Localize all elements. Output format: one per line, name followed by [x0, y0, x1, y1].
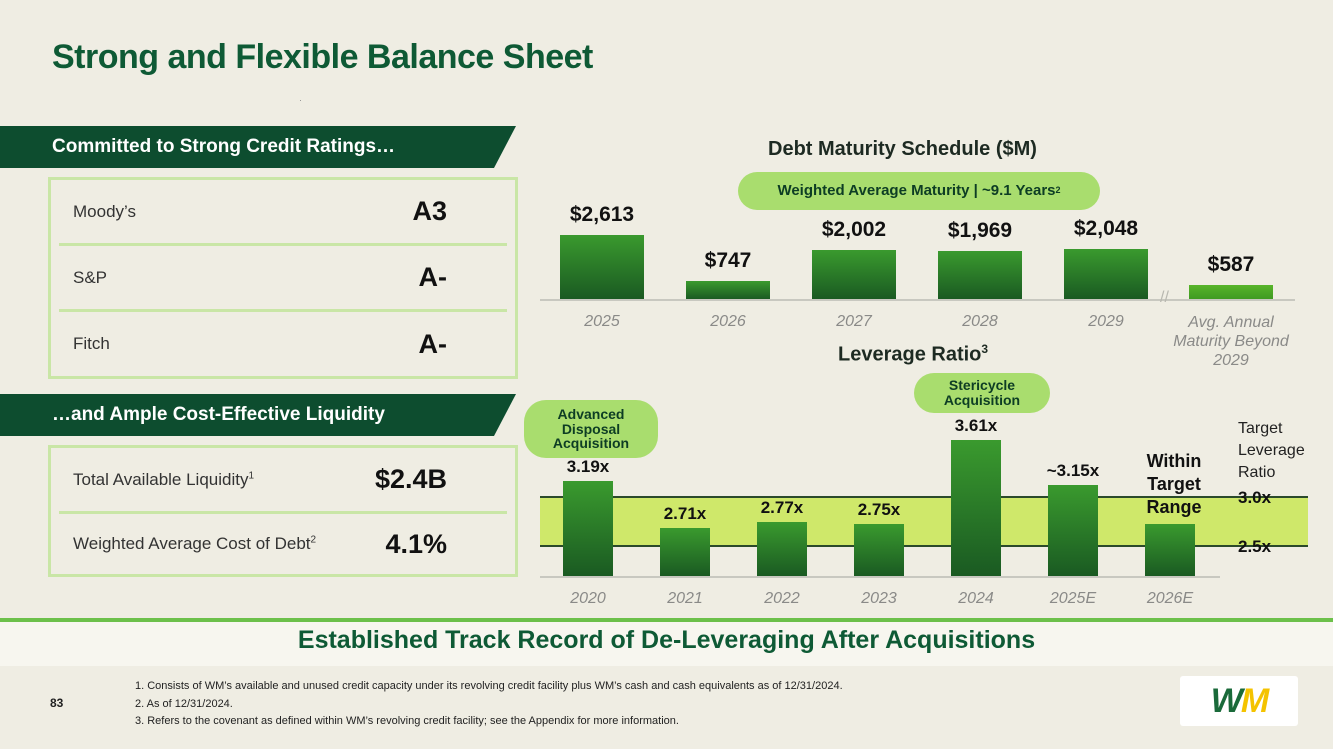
leverage-x-label: 2023 — [861, 590, 897, 607]
bottom-banner-text: Established Track Record of De-Leveragin… — [297, 626, 1036, 654]
debt-bar — [1189, 284, 1273, 299]
rating-row-moodys: Moody’s A3 — [59, 180, 507, 246]
weighted-average-maturity-pill: Weighted Average Maturity | ~9.1 Years 2 — [738, 172, 1100, 210]
leverage-bar-label: 3.19x — [566, 457, 610, 477]
leverage-bar — [854, 524, 904, 576]
liquidity-panel: Total Available Liquidity1 $2.4B Weighte… — [48, 445, 518, 577]
debt-x-label: Avg. Annual Maturity Beyond 2029 — [1173, 314, 1289, 369]
debt-x-label: 2025 — [584, 313, 620, 330]
target-low-value: 2.5x — [1238, 537, 1272, 556]
leverage-chart-title: Leverage Ratio3 — [838, 342, 989, 366]
leverage-bar-label: ~3.15x — [1046, 461, 1100, 481]
debt-bar-label: $587 — [1207, 252, 1255, 276]
liquidity-label: Total Available Liquidity1 — [73, 469, 255, 489]
ratings-panel: Moody’s A3 S&P A- Fitch A- — [48, 177, 518, 379]
footnotes: 1. Consists of WM’s available and unused… — [135, 678, 843, 731]
stericycle-pill: Stericycle Acquisition — [914, 373, 1050, 413]
target-high-value: 3.0x — [1238, 488, 1272, 507]
debt-bar — [938, 250, 1022, 299]
rating-value: A- — [418, 262, 448, 292]
debt-bar-label: $2,048 — [1073, 216, 1139, 240]
leverage-x-label: 2021 — [667, 590, 703, 607]
target-leverage-ratio-label: Target Leverage Ratio — [1238, 420, 1305, 481]
leverage-bar-label: 2.75x — [857, 500, 901, 520]
target-low-line — [540, 545, 1308, 547]
leverage-x-label: 2024 — [958, 590, 994, 607]
rating-value: A- — [418, 328, 448, 359]
ratings-banner: Committed to Strong Credit Ratings… — [0, 126, 516, 168]
liquidity-label: Weighted Average Cost of Debt2 — [73, 534, 317, 553]
debt-bar-label: $1,969 — [947, 218, 1013, 242]
rating-agency-label: Moody’s — [73, 201, 136, 221]
liquidity-banner: …and Ample Cost-Effective Liquidity — [0, 394, 516, 436]
debt-x-label: 2028 — [962, 313, 998, 330]
bottom-band — [0, 618, 1333, 666]
rating-agency-label: S&P — [73, 267, 108, 287]
liquidity-value: $2.4B — [374, 464, 447, 494]
debt-chart-title: Debt Maturity Schedule ($M) — [768, 138, 1037, 160]
footnote-3: 3. Refers to the covenant as defined wit… — [135, 715, 679, 727]
liquidity-value: 4.1% — [385, 528, 447, 559]
rating-agency-label: Fitch — [73, 334, 110, 353]
leverage-bar-label: 2.77x — [760, 498, 804, 518]
leverage-bar — [951, 440, 1001, 576]
axis-break-mark: // — [1160, 289, 1169, 306]
leverage-bar — [660, 528, 710, 576]
leverage-axis — [540, 576, 1220, 578]
rating-row-fitch: Fitch A- — [59, 312, 507, 376]
leverage-bar-label: 2.71x — [663, 504, 707, 524]
footnote-2: 2. As of 12/31/2024. — [135, 697, 233, 710]
rating-row-sp: S&P A- — [59, 246, 507, 312]
liquidity-row-cost: Weighted Average Cost of Debt2 4.1% — [59, 514, 507, 574]
target-high-line — [540, 496, 1308, 498]
page-number: 83 — [50, 696, 64, 710]
debt-x-label: 2026 — [710, 313, 746, 330]
leverage-x-label: 2020 — [570, 590, 606, 607]
within-target-range-label: Within Target Range — [1146, 451, 1202, 517]
debt-bar — [686, 280, 770, 299]
leverage-bar — [757, 522, 807, 576]
footnote-1: 1. Consists of WM’s available and unused… — [135, 680, 843, 692]
rating-value: A3 — [412, 196, 447, 226]
debt-axis — [540, 299, 1295, 301]
leverage-x-label: 2026E — [1146, 590, 1194, 607]
advanced-disposal-pill: Advanced Disposal Acquisition — [524, 400, 658, 458]
debt-bar-label: $747 — [704, 248, 752, 272]
debt-bar-label: $2,613 — [569, 203, 635, 226]
leverage-x-label: 2022 — [764, 590, 800, 607]
decorative-dot — [300, 100, 301, 101]
liquidity-row-total: Total Available Liquidity1 $2.4B — [59, 448, 507, 514]
leverage-x-label: 2025E — [1049, 590, 1097, 607]
debt-x-label: 2029 — [1088, 313, 1124, 330]
page-title: Strong and Flexible Balance Sheet — [52, 38, 593, 76]
debt-x-label: 2027 — [836, 313, 872, 330]
debt-bar-label: $2,002 — [821, 217, 887, 241]
leverage-bar — [563, 481, 613, 576]
leverage-bar — [1048, 485, 1098, 576]
leverage-bar — [1145, 524, 1195, 576]
debt-bar — [560, 235, 644, 299]
debt-bar — [812, 249, 896, 299]
debt-bar — [1064, 248, 1148, 299]
leverage-bar-label: 3.61x — [954, 416, 998, 435]
